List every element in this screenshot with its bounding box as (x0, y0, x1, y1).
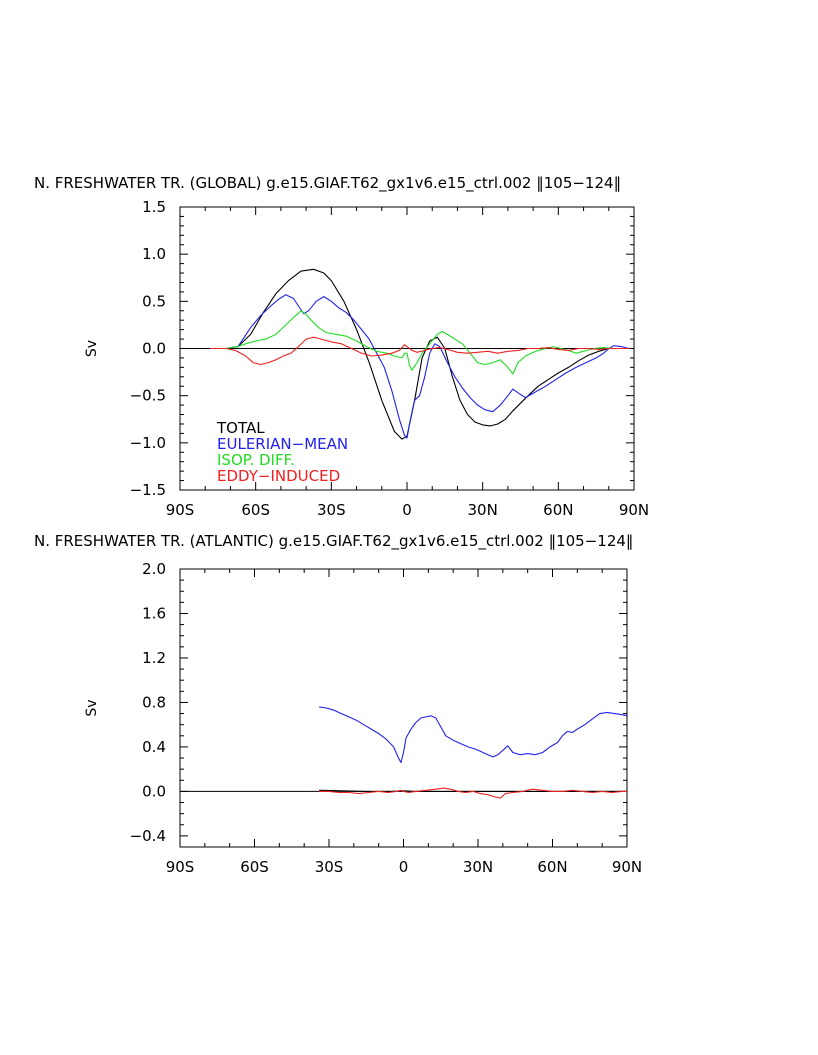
series-line-isop-diff (210, 310, 629, 375)
y-tick-label: −1.5 (130, 481, 166, 499)
x-tick-label: 30S (315, 858, 344, 876)
x-tick-label: 90S (166, 501, 195, 519)
global-panel: N. FRESHWATER TR. (GLOBAL) g.e15.GIAF.T6… (34, 174, 649, 519)
x-tick-label: 0 (399, 858, 409, 876)
y-axis-label: Sv (84, 340, 100, 357)
x-tick-label: 90S (166, 858, 195, 876)
chart-title: N. FRESHWATER TR. (GLOBAL) g.e15.GIAF.T6… (34, 174, 621, 193)
x-tick-label: 60N (543, 501, 573, 519)
x-tick-label: 60S (240, 858, 269, 876)
y-tick-label: −0.5 (130, 387, 166, 405)
x-tick-label: 90N (612, 858, 642, 876)
series-line (319, 787, 627, 799)
plot-frame (179, 568, 628, 848)
y-tick-label: 2.0 (142, 560, 166, 578)
x-tick-label: 0 (402, 501, 412, 519)
y-tick-label: 0.5 (142, 292, 166, 310)
y-tick-label: 1.0 (142, 245, 166, 263)
x-tick-label: 30N (468, 501, 498, 519)
y-tick-label: 0.4 (142, 738, 166, 756)
y-tick-label: 0.0 (142, 340, 166, 358)
x-tick-label: 30S (317, 501, 346, 519)
x-tick-label: 60S (241, 501, 270, 519)
series-line-eddy-induced (210, 336, 629, 366)
y-tick-label: 1.5 (142, 198, 166, 216)
x-tick-label: 30N (463, 858, 493, 876)
chart-title: N. FRESHWATER TR. (ATLANTIC) g.e15.GIAF.… (34, 532, 633, 551)
y-tick-label: −0.4 (130, 827, 166, 845)
legend-entry: EULERIAN−MEAN (217, 435, 348, 453)
series-line (319, 706, 628, 764)
x-tick-label: 60N (537, 858, 567, 876)
atlantic-panel: N. FRESHWATER TR. (ATLANTIC) g.e15.GIAF.… (34, 532, 642, 876)
y-tick-label: 1.6 (142, 604, 166, 622)
y-tick-label: −1.0 (130, 434, 166, 452)
y-tick-label: 1.2 (142, 649, 166, 667)
series-line-total (210, 268, 629, 440)
y-axis-label: Sv (84, 699, 100, 716)
y-tick-label: 0.0 (142, 782, 166, 800)
legend-entry: ISOP. DIFF. (217, 451, 295, 469)
x-tick-label: 90N (619, 501, 649, 519)
legend-entry: EDDY−INDUCED (217, 467, 340, 485)
series-line-eulerian-mean (210, 294, 630, 439)
legend-entry: TOTAL (216, 419, 265, 437)
y-tick-label: 0.8 (142, 693, 166, 711)
